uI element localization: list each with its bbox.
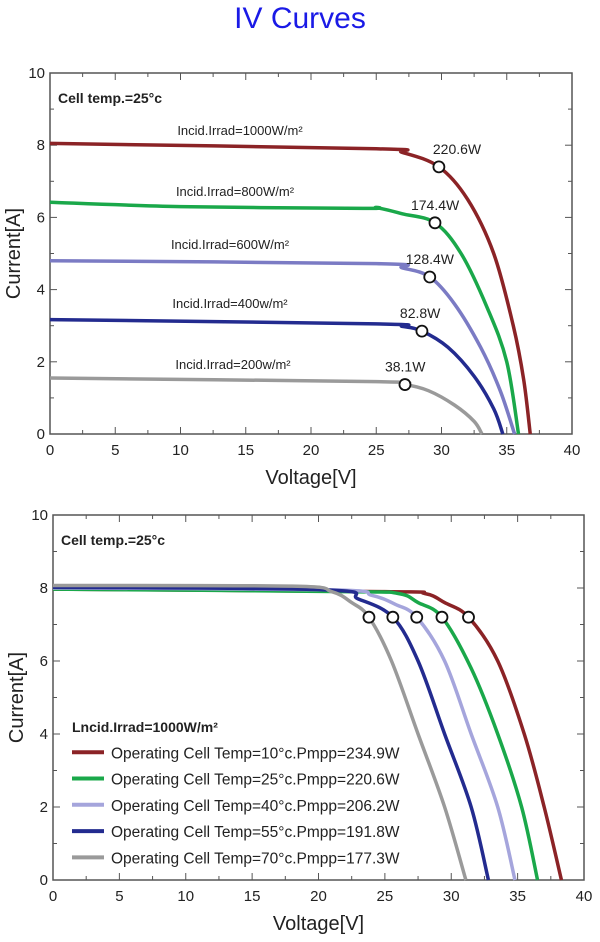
series-line xyxy=(49,317,505,435)
y-tick-label: 4 xyxy=(40,726,48,743)
x-tick-label: 40 xyxy=(564,442,581,459)
x-tick-label: 0 xyxy=(46,442,54,459)
x-tick-label: 20 xyxy=(310,888,327,905)
y-tick-label: 8 xyxy=(37,137,45,154)
mpp-marker xyxy=(398,378,412,391)
y-tick-label: 0 xyxy=(37,426,45,443)
series-line xyxy=(49,258,517,435)
page-title: IV Curves xyxy=(234,2,366,35)
mpp-marker xyxy=(410,610,424,624)
x-tick-label: 15 xyxy=(237,442,254,459)
y-tick-label: 4 xyxy=(37,282,45,299)
series-line xyxy=(52,583,468,881)
x-tick-label: 30 xyxy=(433,442,450,459)
x-tick-label: 10 xyxy=(177,888,194,905)
series-line xyxy=(49,376,484,435)
x-tick-label: 35 xyxy=(509,888,526,905)
x-tick-label: 30 xyxy=(443,888,460,905)
chart-irradiance: 0 5 10 15 20 25 30 35 40 0 2 4 6 8 10 Voltage[V] Current… xyxy=(3,65,581,489)
series-label: Incid.Irrad=800W/m² xyxy=(176,184,295,199)
mpp-label: 128.4W xyxy=(406,251,455,267)
annotation: Cell temp.=25°c xyxy=(61,532,165,548)
legend-entry: Operating Cell Temp=25°c.Pmpp=220.6W xyxy=(111,772,400,789)
legend-entry: Operating Cell Temp=40°c.Pmpp=206.2W xyxy=(111,798,400,815)
x-tick-label: 25 xyxy=(377,888,394,905)
mpp-marker xyxy=(415,324,429,338)
mpp-marker xyxy=(386,610,400,624)
x-tick-label: 15 xyxy=(244,888,261,905)
series-label: Incid.Irrad=600W/m² xyxy=(171,237,290,252)
x-tick-label: 20 xyxy=(303,442,320,459)
y-tick-label: 0 xyxy=(40,872,48,889)
y-tick-label: 2 xyxy=(40,799,48,816)
chart-temperature: 0 5 10 15 20 25 30 35 40 0 2 4 6 8 10 Voltage[V] Current… xyxy=(6,507,593,935)
mpp-marker xyxy=(362,610,376,624)
series-label: Incid.Irrad=400w/m² xyxy=(172,296,288,311)
y-tick-label: 10 xyxy=(28,65,45,82)
legend-entry: Operating Cell Temp=70°c.Pmpp=177.3W xyxy=(111,850,400,867)
mpp-marker xyxy=(435,610,449,624)
series-label: Incid.Irrad=1000W/m² xyxy=(177,123,303,138)
series-line xyxy=(49,200,521,435)
y-axis-label: Current[A] xyxy=(3,208,25,299)
x-axis-label: Voltage[V] xyxy=(265,467,356,489)
x-tick-label: 10 xyxy=(172,442,189,459)
y-tick-label: 10 xyxy=(31,507,48,524)
legend-entry: Operating Cell Temp=55°c.Pmpp=191.8W xyxy=(111,824,400,841)
x-tick-label: 5 xyxy=(115,888,123,905)
annotation: Cell temp.=25°c xyxy=(58,90,162,106)
legend-title: Lncid.Irrad=1000W/m² xyxy=(72,719,218,735)
mpp-label: 174.4W xyxy=(411,197,460,213)
mpp-marker xyxy=(432,160,446,174)
x-tick-label: 40 xyxy=(576,888,593,905)
x-tick-label: 5 xyxy=(111,442,119,459)
x-tick-label: 35 xyxy=(498,442,515,459)
mpp-marker xyxy=(423,270,437,284)
x-tick-label: 25 xyxy=(368,442,385,459)
legend-entry: Operating Cell Temp=10°c.Pmpp=234.9W xyxy=(111,745,400,762)
mpp-label: 82.8W xyxy=(400,305,441,321)
mpp-label: 38.1W xyxy=(385,359,426,375)
series-line xyxy=(49,141,532,435)
y-axis-label: Current[A] xyxy=(6,652,28,743)
x-axis-label: Voltage[V] xyxy=(273,913,364,935)
y-tick-label: 6 xyxy=(40,653,48,670)
mpp-marker xyxy=(462,610,475,624)
x-tick-label: 0 xyxy=(49,888,57,905)
mpp-marker xyxy=(428,216,442,230)
y-tick-label: 8 xyxy=(40,580,48,597)
mpp-label: 220.6W xyxy=(433,141,482,157)
y-tick-label: 2 xyxy=(37,354,45,371)
series-label: Incid.Irrad=200w/m² xyxy=(175,357,291,372)
y-tick-label: 6 xyxy=(37,209,45,226)
